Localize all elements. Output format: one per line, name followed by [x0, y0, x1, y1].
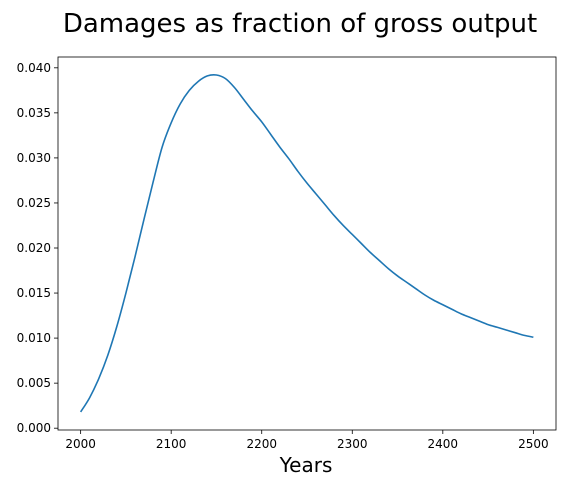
- y-tick-label: 0.000: [17, 421, 51, 435]
- y-tick-label: 0.005: [17, 376, 51, 390]
- x-axis: 2000 2100 2200 2300 2400 2500: [65, 430, 549, 451]
- chart-title: Damages as fraction of gross output: [63, 9, 537, 39]
- y-tick-label: 0.030: [17, 151, 51, 165]
- x-tick-label: 2000: [65, 437, 96, 451]
- y-tick-label: 0.035: [17, 106, 51, 120]
- y-axis: 0.000 0.005 0.010 0.015 0.020 0.025 0.030 0.035…: [17, 61, 58, 435]
- y-tick-label: 0.015: [17, 286, 51, 300]
- series-line: [79, 74, 534, 413]
- plot-area: [57, 56, 557, 431]
- x-axis-label: Years: [279, 453, 333, 477]
- x-tick-label: 2500: [518, 437, 549, 451]
- y-tick-label: 0.020: [17, 241, 51, 255]
- y-tick-label: 0.040: [17, 61, 51, 75]
- x-tick-label: 2100: [156, 437, 187, 451]
- plot-frame: [57, 56, 557, 431]
- y-tick-label: 0.025: [17, 196, 51, 210]
- y-tick-label: 0.010: [17, 331, 51, 345]
- x-tick-label: 2300: [337, 437, 368, 451]
- x-tick-label: 2200: [246, 437, 277, 451]
- x-tick-label: 2400: [428, 437, 459, 451]
